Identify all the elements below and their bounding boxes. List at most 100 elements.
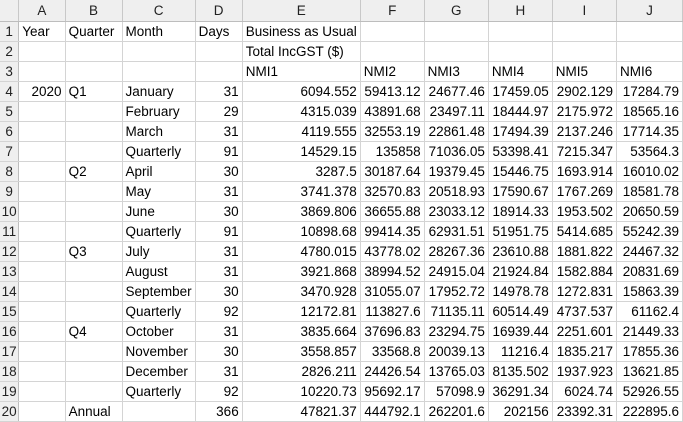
- cell-c6[interactable]: March: [122, 121, 196, 142]
- cell-b16[interactable]: Q4: [65, 321, 123, 342]
- cell-h18[interactable]: 8135.502: [488, 361, 553, 382]
- cell-c12[interactable]: July: [122, 241, 196, 262]
- column-header-h[interactable]: H: [488, 0, 553, 22]
- cell-f4[interactable]: 59413.12: [360, 81, 425, 102]
- cell-i6[interactable]: 2137.246: [552, 121, 618, 142]
- cell-f13[interactable]: 38994.52: [360, 261, 425, 282]
- cell-g15[interactable]: 71135.11: [424, 301, 489, 322]
- cell-g20[interactable]: 262201.6: [424, 401, 489, 422]
- cell-j3[interactable]: NMI6: [616, 61, 683, 82]
- cell-a18[interactable]: [18, 361, 66, 382]
- cell-h16[interactable]: 16939.44: [488, 321, 553, 342]
- cell-a20[interactable]: [18, 401, 66, 422]
- cell-g17[interactable]: 20039.13: [424, 341, 489, 362]
- cell-g10[interactable]: 23033.12: [424, 201, 489, 222]
- cell-i1[interactable]: [552, 21, 618, 42]
- row-header-9[interactable]: 9: [0, 181, 20, 202]
- cell-h13[interactable]: 21924.84: [488, 261, 553, 282]
- cell-a6[interactable]: [18, 121, 66, 142]
- cell-a12[interactable]: [18, 241, 66, 262]
- cell-e20[interactable]: 47821.37: [242, 401, 361, 422]
- cell-h5[interactable]: 18444.97: [488, 101, 553, 122]
- cell-d12[interactable]: 31: [195, 241, 243, 262]
- cell-g11[interactable]: 62931.51: [424, 221, 489, 242]
- cell-d10[interactable]: 30: [195, 201, 243, 222]
- cell-g9[interactable]: 20518.93: [424, 181, 489, 202]
- cell-j17[interactable]: 17855.36: [616, 341, 683, 362]
- cell-e4[interactable]: 6094.552: [242, 81, 361, 102]
- cell-e8[interactable]: 3287.5: [242, 161, 361, 182]
- cell-e10[interactable]: 3869.806: [242, 201, 361, 222]
- cell-e18[interactable]: 2826.211: [242, 361, 361, 382]
- cell-d14[interactable]: 30: [195, 281, 243, 302]
- cell-i9[interactable]: 1767.269: [552, 181, 618, 202]
- cell-b12[interactable]: Q3: [65, 241, 123, 262]
- cell-e6[interactable]: 4119.555: [242, 121, 361, 142]
- cell-c17[interactable]: November: [122, 341, 196, 362]
- cell-g2[interactable]: [424, 41, 489, 62]
- row-header-18[interactable]: 18: [0, 361, 20, 382]
- cell-a5[interactable]: [18, 101, 66, 122]
- cell-a11[interactable]: [18, 221, 66, 242]
- cell-e11[interactable]: 10898.68: [242, 221, 361, 242]
- cell-a3[interactable]: [18, 61, 66, 82]
- cell-h2[interactable]: [488, 41, 553, 62]
- cell-h7[interactable]: 53398.41: [488, 141, 553, 162]
- cell-d6[interactable]: 31: [195, 121, 243, 142]
- row-header-14[interactable]: 14: [0, 281, 20, 302]
- cell-b6[interactable]: [65, 121, 123, 142]
- cell-i19[interactable]: 6024.74: [552, 381, 618, 402]
- cell-d3[interactable]: [195, 61, 243, 82]
- column-header-g[interactable]: G: [424, 0, 489, 22]
- cell-g8[interactable]: 19379.45: [424, 161, 489, 182]
- cell-j9[interactable]: 18581.78: [616, 181, 683, 202]
- cell-e12[interactable]: 4780.015: [242, 241, 361, 262]
- cell-e14[interactable]: 3470.928: [242, 281, 361, 302]
- cell-i17[interactable]: 1835.217: [552, 341, 618, 362]
- cell-h8[interactable]: 15446.75: [488, 161, 553, 182]
- cell-c2[interactable]: [122, 41, 196, 62]
- cell-i5[interactable]: 2175.972: [552, 101, 618, 122]
- cell-c16[interactable]: October: [122, 321, 196, 342]
- cell-j20[interactable]: 222895.6: [616, 401, 683, 422]
- cell-i15[interactable]: 4737.537: [552, 301, 618, 322]
- cell-d15[interactable]: 92: [195, 301, 243, 322]
- cell-a2[interactable]: [18, 41, 66, 62]
- cell-b10[interactable]: [65, 201, 123, 222]
- cell-b18[interactable]: [65, 361, 123, 382]
- cell-h17[interactable]: 11216.4: [488, 341, 553, 362]
- column-header-c[interactable]: C: [122, 0, 196, 22]
- cell-j11[interactable]: 55242.39: [616, 221, 683, 242]
- cell-f18[interactable]: 24426.54: [360, 361, 425, 382]
- column-header-d[interactable]: D: [195, 0, 243, 22]
- cell-d8[interactable]: 30: [195, 161, 243, 182]
- select-all-corner[interactable]: [0, 0, 20, 22]
- cell-i14[interactable]: 1272.831: [552, 281, 618, 302]
- cell-d5[interactable]: 29: [195, 101, 243, 122]
- cell-i11[interactable]: 5414.685: [552, 221, 618, 242]
- cell-e2[interactable]: Total IncGST ($): [242, 41, 361, 62]
- cell-a14[interactable]: [18, 281, 66, 302]
- column-header-j[interactable]: J: [616, 0, 683, 22]
- cell-a13[interactable]: [18, 261, 66, 282]
- cell-h1[interactable]: [488, 21, 553, 42]
- cell-j19[interactable]: 52926.55: [616, 381, 683, 402]
- cell-b4[interactable]: Q1: [65, 81, 123, 102]
- cell-f20[interactable]: 444792.1: [360, 401, 425, 422]
- cell-h3[interactable]: NMI4: [488, 61, 553, 82]
- cell-b17[interactable]: [65, 341, 123, 362]
- cell-e3[interactable]: NMI1: [242, 61, 361, 82]
- cell-a7[interactable]: [18, 141, 66, 162]
- cell-g12[interactable]: 28267.36: [424, 241, 489, 262]
- row-header-2[interactable]: 2: [0, 41, 20, 62]
- cell-h14[interactable]: 14978.78: [488, 281, 553, 302]
- cell-b2[interactable]: [65, 41, 123, 62]
- cell-f17[interactable]: 33568.8: [360, 341, 425, 362]
- cell-d16[interactable]: 31: [195, 321, 243, 342]
- cell-f6[interactable]: 32553.19: [360, 121, 425, 142]
- cell-g19[interactable]: 57098.9: [424, 381, 489, 402]
- cell-i7[interactable]: 7215.347: [552, 141, 618, 162]
- cell-c18[interactable]: December: [122, 361, 196, 382]
- cell-e16[interactable]: 3835.664: [242, 321, 361, 342]
- cell-d13[interactable]: 31: [195, 261, 243, 282]
